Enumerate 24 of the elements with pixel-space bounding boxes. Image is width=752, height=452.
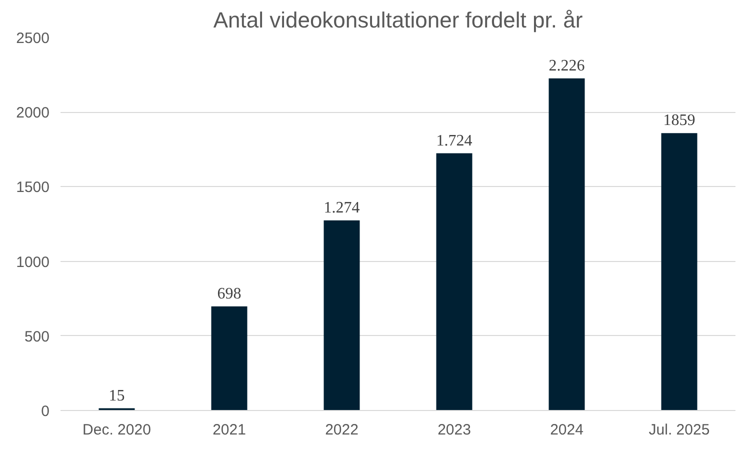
data-label: 1.274: [324, 199, 360, 216]
bar: [436, 153, 472, 410]
y-tick-label: 0: [41, 403, 50, 420]
data-label: 698: [217, 285, 242, 302]
bar: [324, 220, 360, 410]
bar: [548, 78, 585, 410]
data-label: 2.226: [548, 57, 585, 74]
chart-title: Antal videokonsultationer fordelt pr. år: [213, 8, 583, 32]
x-tick-label: 2023: [438, 422, 471, 438]
y-tick-label: 500: [24, 328, 50, 346]
y-tick-label: 2000: [16, 104, 50, 122]
x-tick-label: Dec. 2020: [82, 422, 151, 438]
bar: [661, 133, 698, 410]
y-tick-label: 1000: [16, 254, 50, 271]
x-tick-label: Jul. 2025: [648, 422, 710, 438]
data-label: 1.724: [436, 132, 472, 150]
x-tick-label: 2024: [550, 422, 584, 438]
data-label: 15: [108, 387, 125, 404]
data-label: 1859: [663, 112, 696, 130]
x-tick-label: 2022: [325, 422, 358, 438]
y-tick-label: 1500: [16, 179, 50, 196]
y-tick-label: 2500: [16, 30, 50, 47]
bar: [211, 306, 248, 410]
x-tick-label: 2021: [212, 422, 246, 438]
